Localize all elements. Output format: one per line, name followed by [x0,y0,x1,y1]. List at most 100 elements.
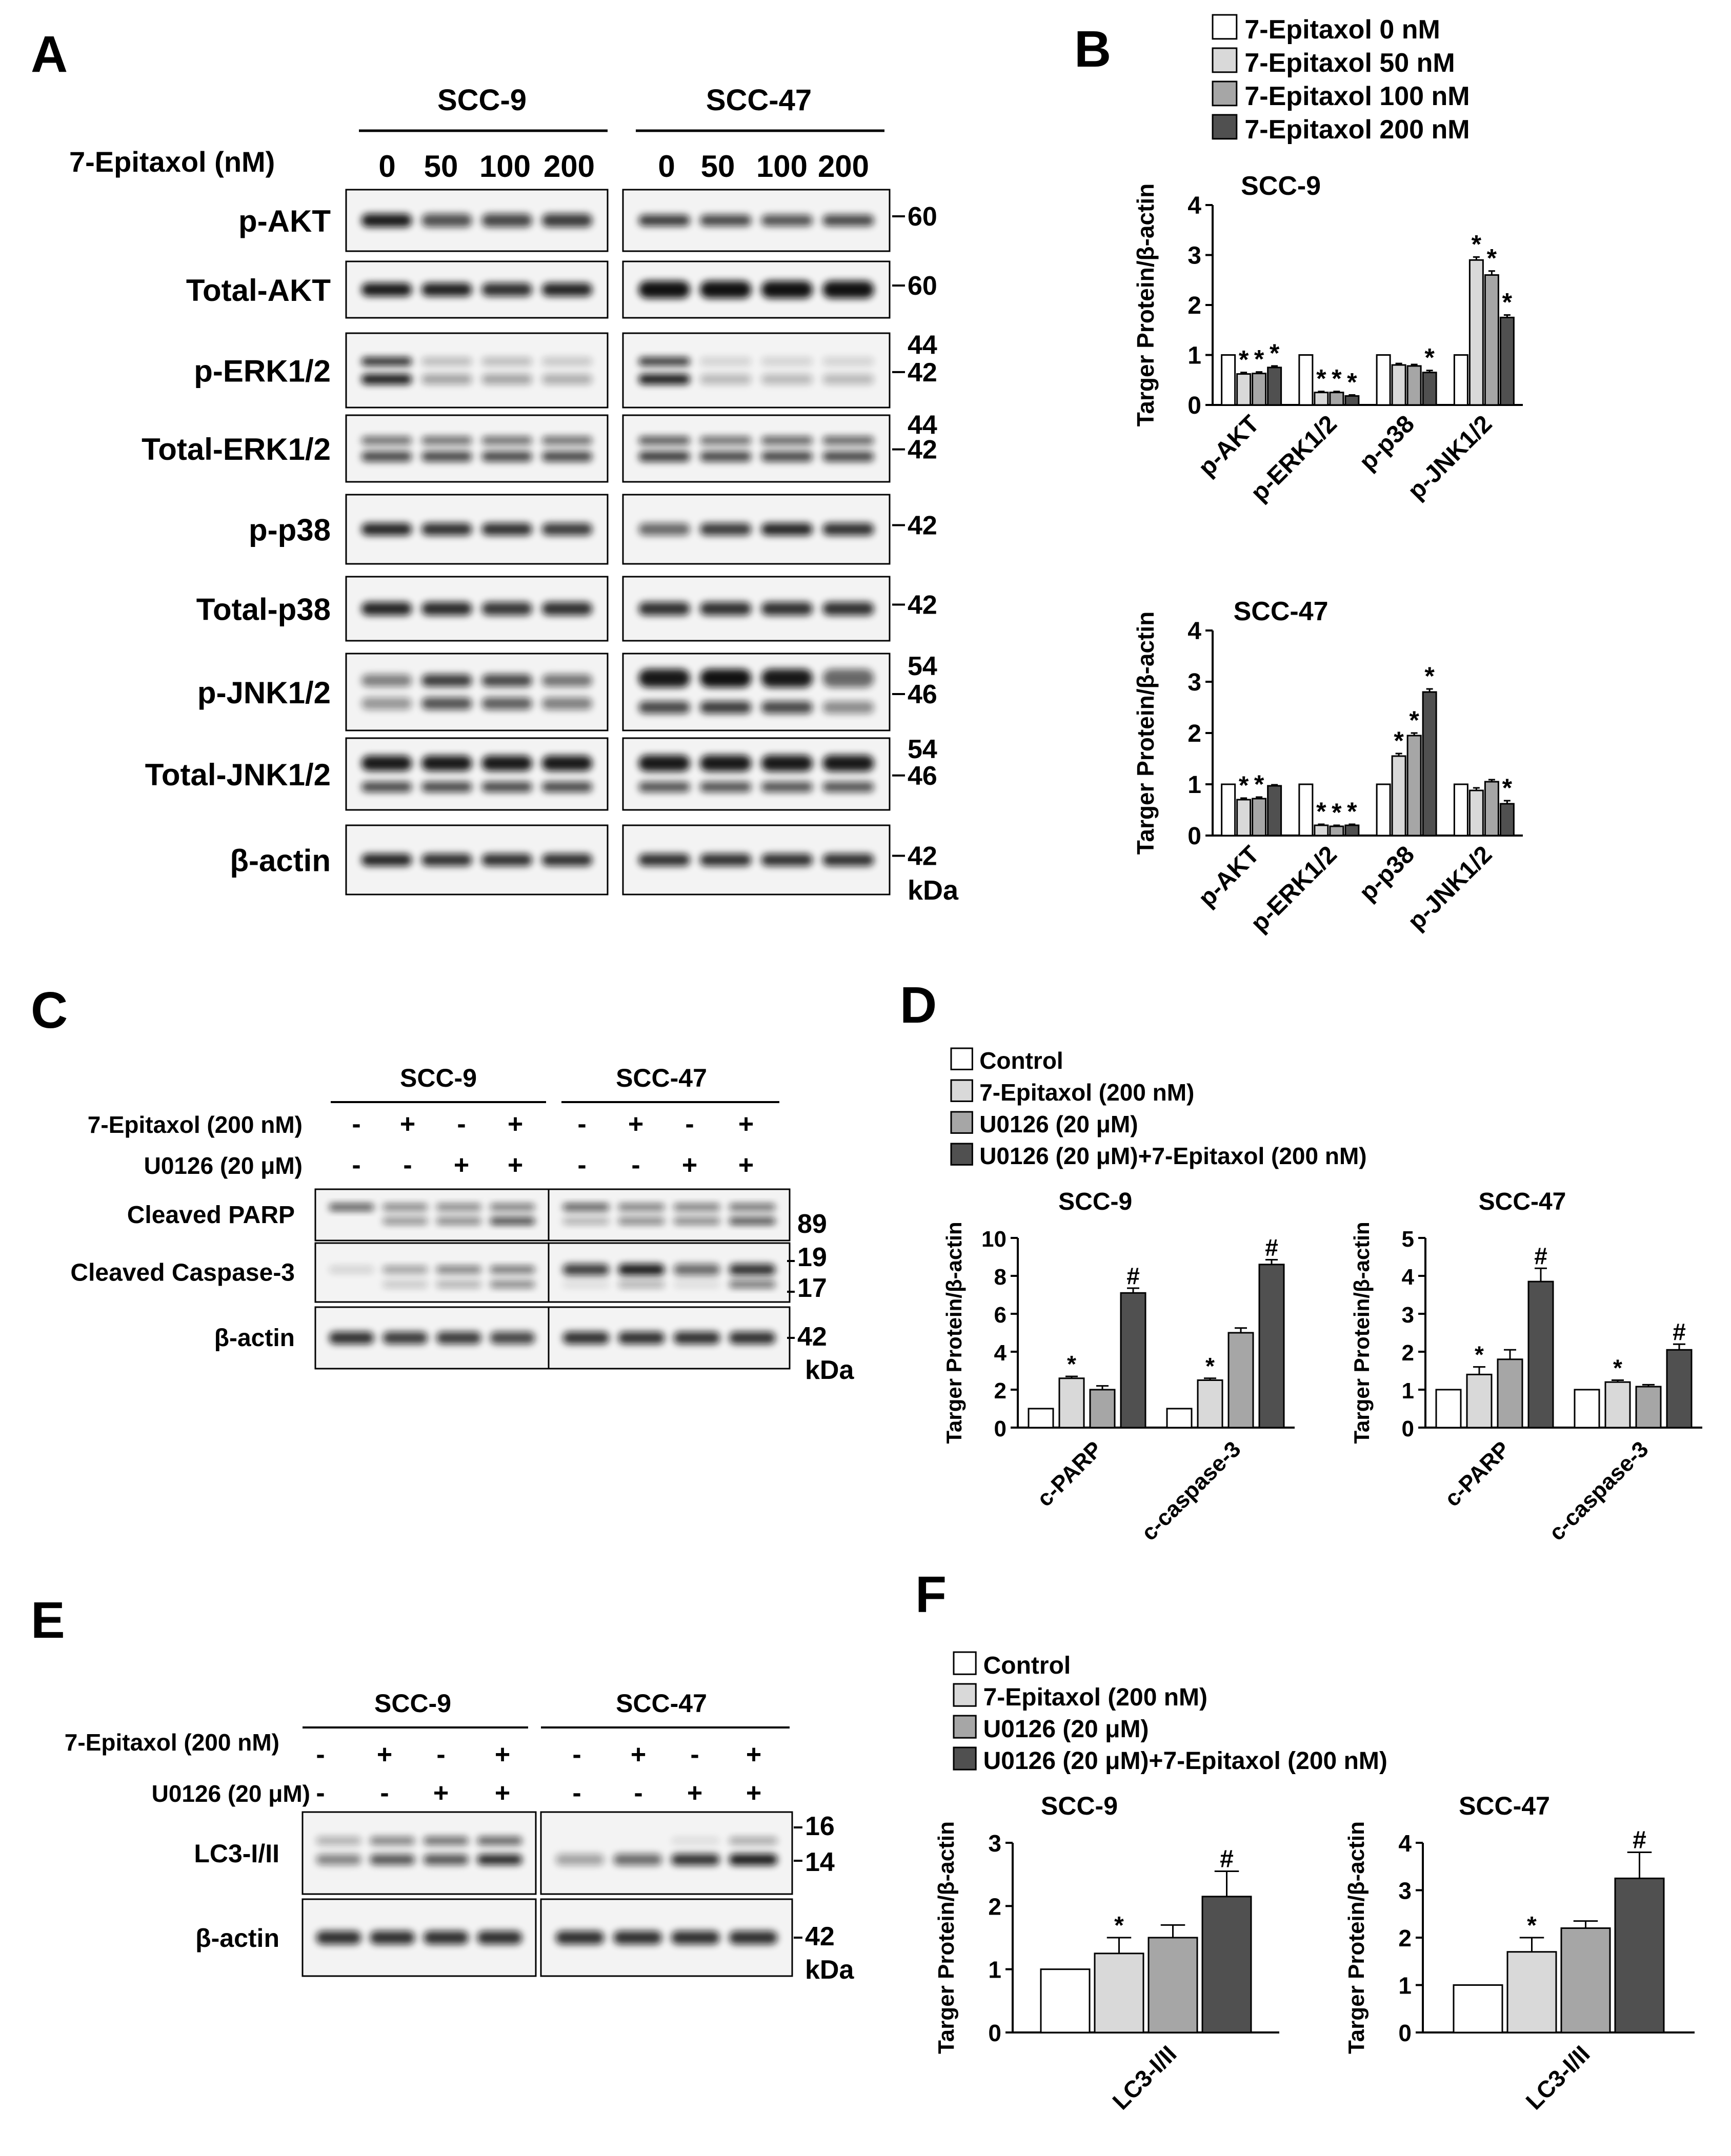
blot-band [481,374,532,384]
sign-label: - [577,1150,586,1180]
mw-label: 46 [908,680,937,709]
sign-label: - [577,1109,586,1139]
y-tick-label: 3 [988,1830,1001,1857]
y-axis-label: Targer Protein/β-actin [1132,184,1159,427]
sign-label: + [495,1778,510,1808]
blot-band [822,701,874,714]
blot-row-label: Total-p38 [196,593,331,627]
x-tick-label: c-PARP [1440,1436,1515,1511]
sign-label: - [316,1778,325,1808]
blot-band [361,436,412,445]
dose-label: 0 [658,149,675,184]
y-tick-label: 4 [994,1340,1007,1366]
panel-label-F: F [915,1566,947,1623]
blot-band [423,1931,469,1944]
panel-label-E: E [31,1592,65,1649]
bar [1499,803,1515,837]
blot-band [541,374,593,384]
bar [1574,1389,1600,1429]
blot-band [361,674,412,687]
blot-band [361,214,412,227]
blot-band [421,523,472,536]
sign-label: - [352,1109,360,1139]
blot-band [421,374,472,384]
blot-band [477,1837,522,1845]
sign-label: - [634,1778,642,1808]
blot-frame [301,1811,537,1895]
blot-band [541,853,593,866]
chart-title: SCC-47 [1459,1792,1550,1820]
blot-band [699,669,752,687]
significance-mark: * [1239,345,1249,374]
mw-label: 42 [797,1322,827,1352]
mw-label: 42 [908,842,937,871]
y-tick-label: 3 [1398,1878,1412,1904]
blot-band [481,782,532,792]
significance-mark: # [1633,1827,1646,1854]
blot-frame [345,414,609,483]
blot-band [699,523,752,536]
x-tick-label: p-p38 [1354,410,1420,476]
blot-band [477,1931,522,1944]
blot-band [361,853,412,866]
y-tick-label: 3 [1402,1303,1414,1328]
y-tick-label: 0 [1398,2020,1412,2046]
blot-band [421,697,472,710]
blot-band [673,1332,720,1344]
bar [1089,1389,1116,1429]
bar [1040,1968,1091,2033]
blot-band [761,374,813,384]
blot-band [638,436,690,445]
blot-row-label: Total-JNK1/2 [145,758,331,792]
blot-band [699,436,752,445]
blot-band [761,357,813,366]
significance-mark: # [1220,1846,1234,1873]
y-tick-label: 1 [1398,1972,1412,1999]
bar [1468,259,1484,406]
sign-label: + [508,1109,523,1139]
blot-band [481,436,532,445]
sign-label: - [436,1740,445,1769]
significance-mark: * [1424,662,1435,690]
dose-label: 50 [424,149,458,184]
y-tick-label: 1 [1187,771,1201,799]
chart-title: SCC-47 [1234,597,1329,626]
mw-label: 42 [908,435,937,465]
legend-F: Control 7-Epitaxol (200 nM) U0126 (20 μM) U… [953,1651,1387,1775]
blot-band [699,701,752,714]
blot-band [421,674,472,687]
blot-band [421,283,472,296]
blot-band [729,1280,776,1288]
blot-band [421,436,472,445]
blot-band [562,1332,610,1344]
significance-mark: * [1502,288,1513,317]
y-tick-label: 2 [1187,292,1201,319]
bar [1329,825,1344,837]
bar [1120,1292,1146,1429]
significance-mark: # [1126,1263,1140,1289]
blot-row-label: p-p38 [249,513,331,547]
mw-label: 42 [908,358,937,388]
blot-band [699,755,752,771]
significance-mark: * [1527,1912,1537,1939]
sign-label: + [746,1778,761,1808]
blot-band [618,1264,665,1275]
panel-label-D: D [900,977,937,1034]
blot-band [541,436,593,445]
dose-label: 100 [479,149,531,184]
blot-band [481,451,532,462]
blot-band [541,602,593,616]
blot-band [822,374,874,384]
blot-frame [622,414,891,483]
y-tick-label: 10 [981,1227,1007,1252]
blot-band [421,853,472,866]
blot-band [329,1332,374,1344]
sign-label: - [685,1109,694,1139]
blot-band [638,602,690,616]
bar [1466,1373,1493,1429]
chart-F-SCC-47: 0 1 2 3 4 SCC-47 Targer Protein/β-actin * # LC3-I… [1344,1792,1695,2115]
y-axis-label: Targer Protein/β-actin [1132,612,1159,855]
y-tick-label: 0 [1187,823,1201,850]
bar [1329,392,1344,406]
